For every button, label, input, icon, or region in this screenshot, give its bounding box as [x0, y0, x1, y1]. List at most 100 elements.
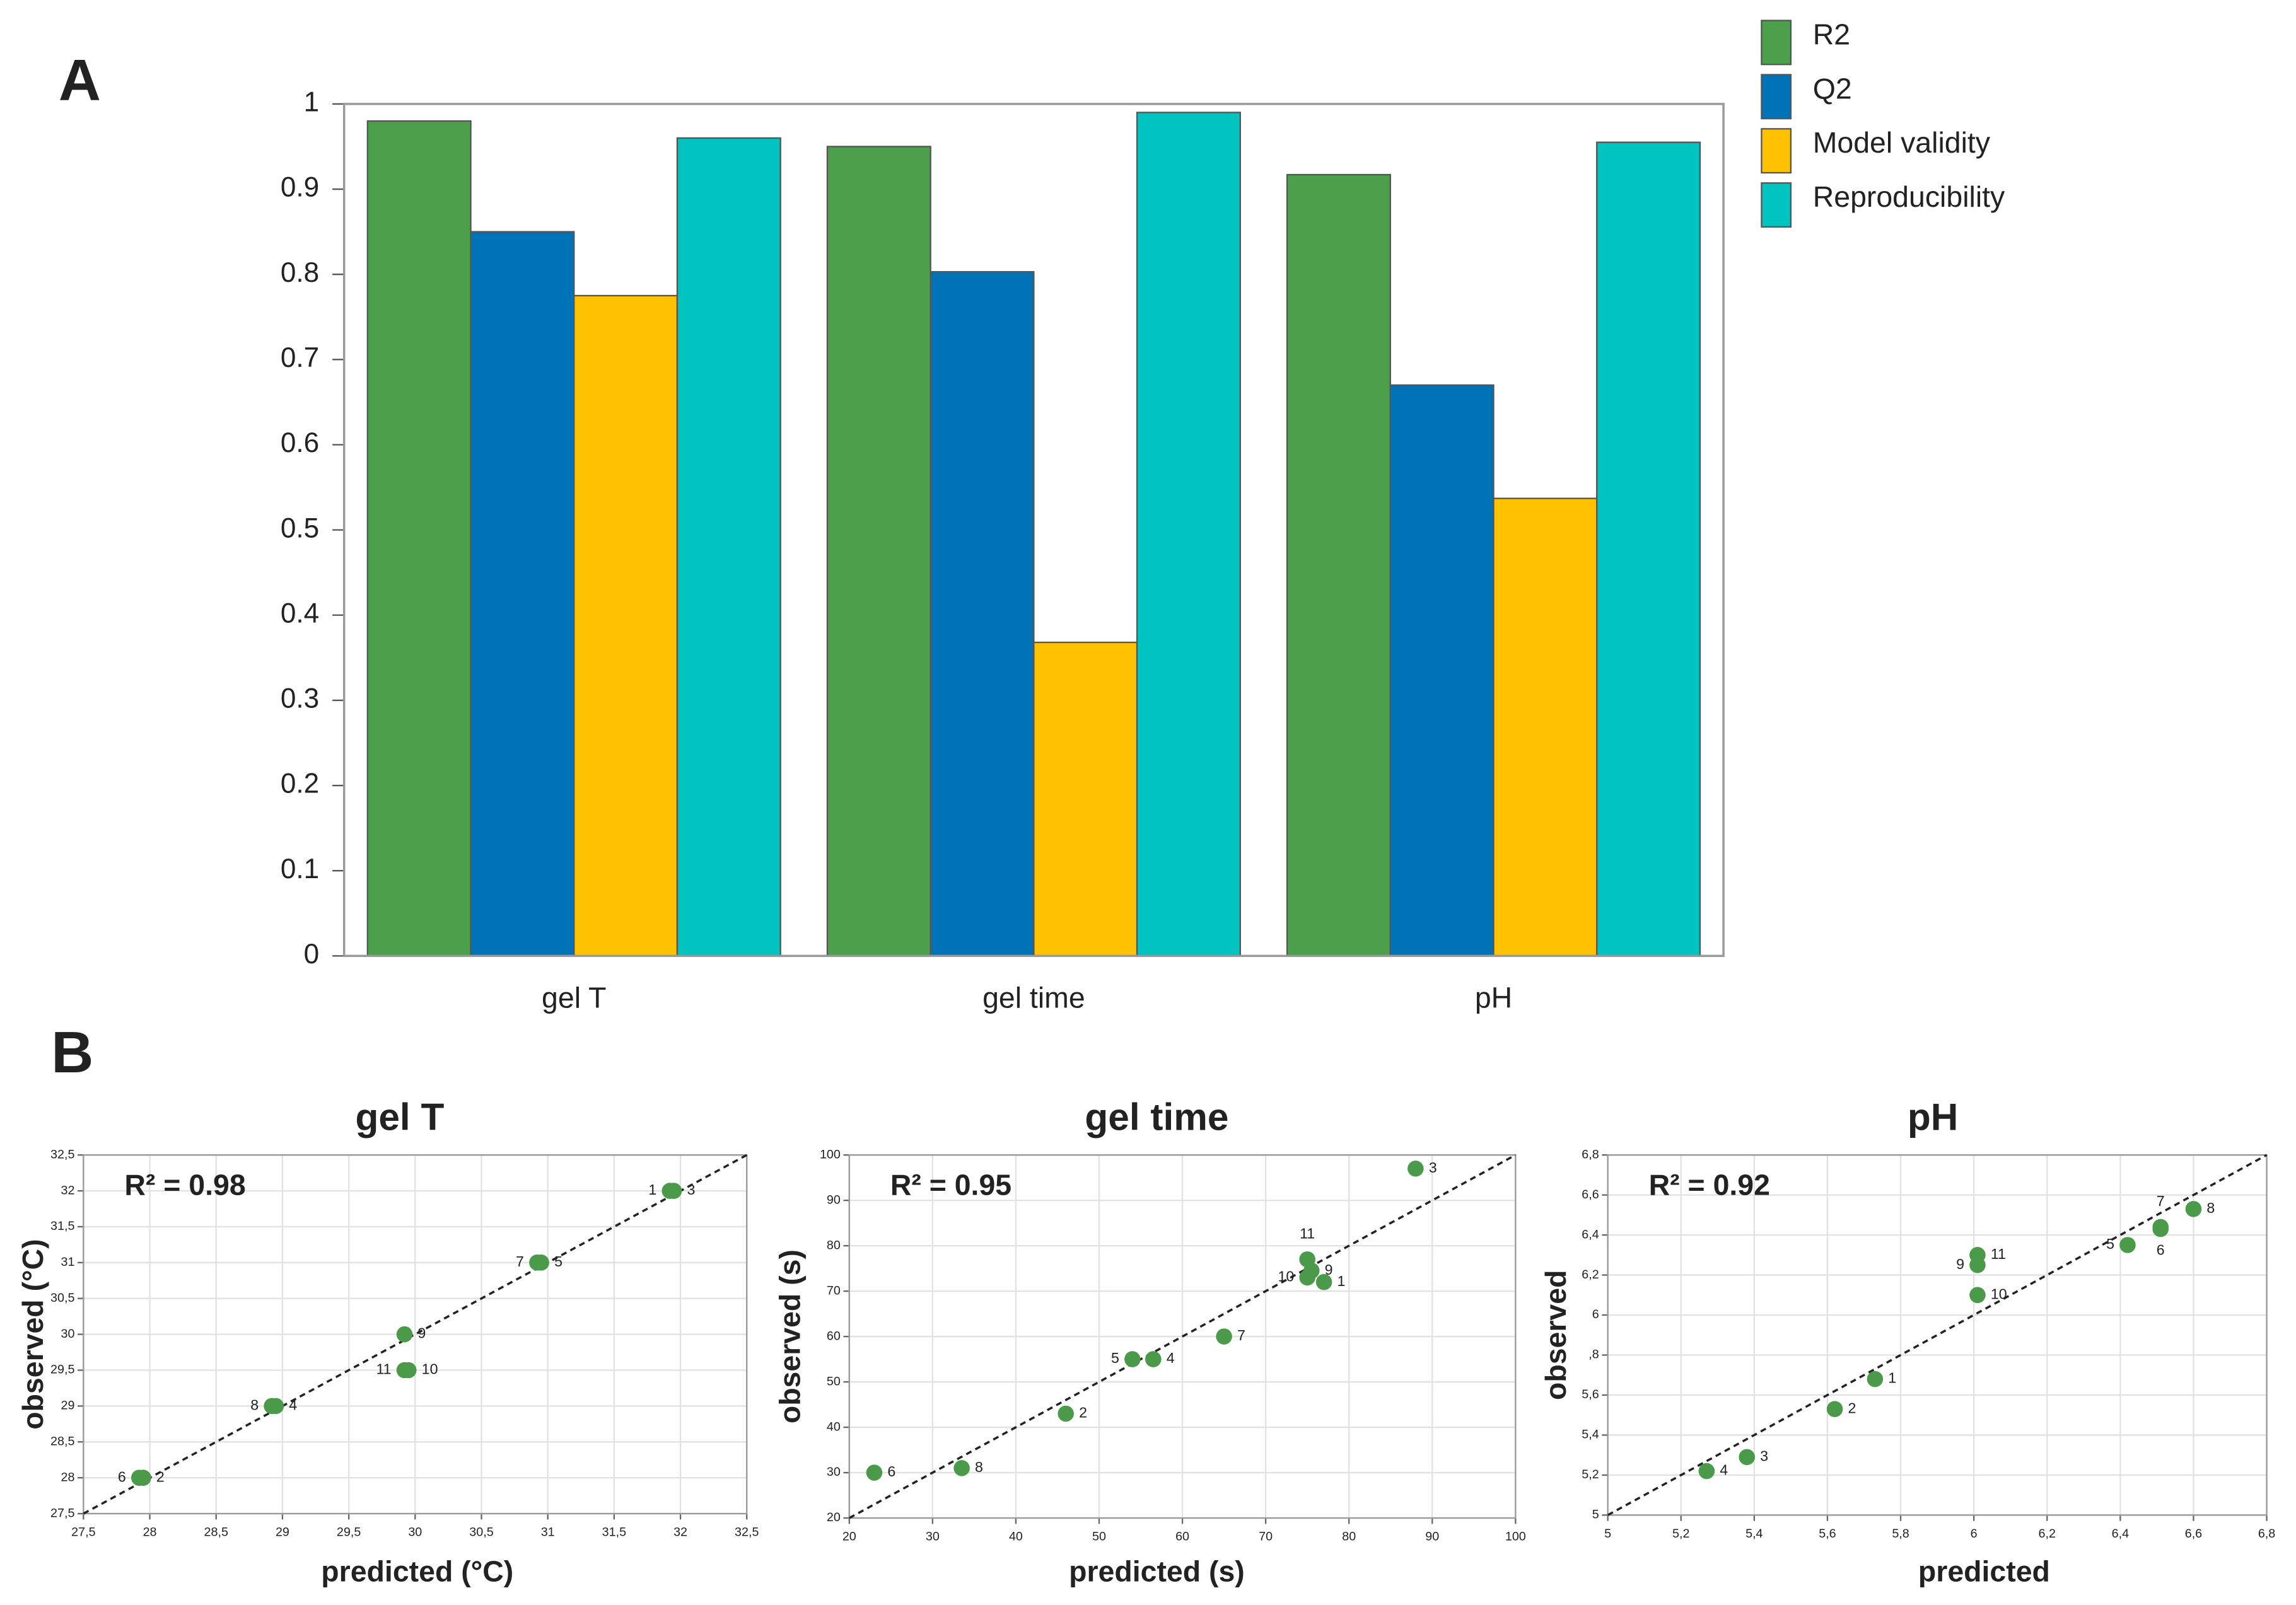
x-axis-title: predicted (°C) [321, 1555, 513, 1588]
x-tick-label: gel time [982, 981, 1085, 1014]
point-label: 5 [2106, 1236, 2114, 1252]
y-tick-label: 20 [827, 1510, 841, 1524]
y-tick-label: 1 [304, 87, 320, 118]
point-label: 7 [1237, 1327, 1245, 1343]
x-tick-label: 29 [276, 1525, 289, 1539]
x-tick-label: 30 [408, 1525, 422, 1539]
point-label: 8 [975, 1459, 983, 1475]
y-tick-label: 0.6 [281, 427, 319, 458]
y-tick-label: 5,2 [1582, 1468, 1599, 1481]
x-tick-label: 5,6 [1819, 1527, 1836, 1541]
y-tick-label: 70 [827, 1283, 841, 1297]
y-tick-label: 90 [827, 1193, 841, 1207]
bar [676, 137, 781, 957]
point-label: 1 [648, 1181, 656, 1198]
data-point [267, 1398, 284, 1415]
data-point [1826, 1401, 1843, 1417]
y-axis-title: observed (s) [774, 1249, 807, 1423]
x-tick-label: 5,2 [1672, 1527, 1689, 1541]
data-point [1969, 1287, 1986, 1304]
panel-label: B [51, 1019, 93, 1085]
identity-line [83, 1154, 748, 1515]
point-label: 9 [1956, 1256, 1964, 1272]
y-tick-label: 0.1 [281, 854, 319, 884]
bar [1596, 141, 1701, 957]
plot-frame [83, 1154, 748, 1515]
legend-swatch [1761, 20, 1792, 66]
x-tick-label: pH [1475, 981, 1512, 1014]
y-tick-label: 6 [1592, 1307, 1599, 1321]
x-tick-label: 40 [1009, 1529, 1023, 1543]
x-tick-label: 6,2 [2039, 1527, 2056, 1541]
y-axis-title: observed [1539, 1270, 1572, 1400]
y-axis-title: observed (°C) [16, 1239, 49, 1429]
bar [470, 231, 575, 957]
x-tick-label: 6,4 [2112, 1527, 2129, 1541]
point-label: 6 [2157, 1242, 2165, 1258]
x-tick-label: 6 [1971, 1527, 1978, 1541]
x-tick-label: gel T [542, 981, 606, 1014]
x-tick-label: 30,5 [469, 1525, 493, 1539]
point-label: 9 [417, 1325, 426, 1341]
x-tick-label: 32 [673, 1525, 687, 1539]
bar [826, 146, 931, 957]
chart-title: pH [1908, 1095, 1958, 1138]
bar [1389, 384, 1495, 957]
legend-label: Reproducibility [1813, 180, 2005, 213]
point-label: 1 [1337, 1273, 1345, 1289]
plot-frame [848, 1154, 1517, 1519]
x-tick-label: 20 [842, 1529, 856, 1543]
point-label: 3 [1429, 1159, 1437, 1176]
bar [573, 294, 679, 957]
x-tick-label: 30 [926, 1529, 940, 1543]
plot-frame [1607, 1154, 2268, 1516]
y-tick-label: 40 [827, 1420, 841, 1434]
point-label: 6 [887, 1463, 895, 1480]
y-tick-label: 6,2 [1582, 1268, 1599, 1282]
x-tick-label: 5,4 [1745, 1527, 1763, 1541]
r2-annotation: R² = 0.92 [1649, 1169, 1770, 1202]
x-tick-label: 6,8 [2258, 1527, 2275, 1541]
data-point [533, 1254, 549, 1271]
y-tick-label: 32,5 [50, 1147, 74, 1161]
data-point [135, 1469, 151, 1486]
data-point [866, 1464, 883, 1481]
point-label: 8 [250, 1397, 259, 1413]
point-label: 3 [687, 1181, 695, 1198]
point-label: 11 [1991, 1246, 2006, 1262]
data-point [1969, 1256, 1986, 1273]
y-tick-label: 0 [304, 939, 320, 970]
y-tick-label: 29 [61, 1399, 74, 1413]
plot-frame [342, 103, 1725, 958]
point-label: 4 [1167, 1350, 1175, 1366]
point-label: 9 [1325, 1261, 1333, 1278]
chart-title: gel T [355, 1095, 444, 1138]
legend-swatch [1761, 128, 1792, 174]
data-point [1299, 1269, 1315, 1286]
data-point [1315, 1273, 1332, 1290]
x-tick-label: 100 [1505, 1529, 1526, 1543]
data-point [2152, 1220, 2169, 1237]
y-tick-label: 30 [827, 1465, 841, 1479]
point-label: 7 [2157, 1193, 2165, 1209]
r2-annotation: R² = 0.95 [890, 1169, 1011, 1202]
point-label: 11 [1300, 1225, 1315, 1241]
x-tick-label: 6,6 [2185, 1527, 2202, 1541]
point-label: 7 [516, 1253, 524, 1270]
y-tick-label: 5,4 [1582, 1428, 1599, 1442]
bar [1033, 641, 1138, 957]
data-point [665, 1183, 682, 1199]
data-point [953, 1460, 970, 1476]
y-tick-label: 30 [61, 1327, 74, 1341]
data-point [1867, 1370, 1884, 1388]
legend-label: Model validity [1813, 126, 1991, 159]
data-point [1698, 1463, 1715, 1480]
x-axis-title: predicted [1918, 1555, 2050, 1588]
y-tick-label: 5,6 [1582, 1388, 1599, 1401]
y-tick-label: 80 [827, 1238, 841, 1252]
x-tick-label: 5,8 [1892, 1527, 1909, 1541]
point-label: 8 [2206, 1200, 2215, 1216]
y-tick-label: 6,6 [1582, 1188, 1599, 1202]
point-label: 2 [156, 1468, 165, 1485]
